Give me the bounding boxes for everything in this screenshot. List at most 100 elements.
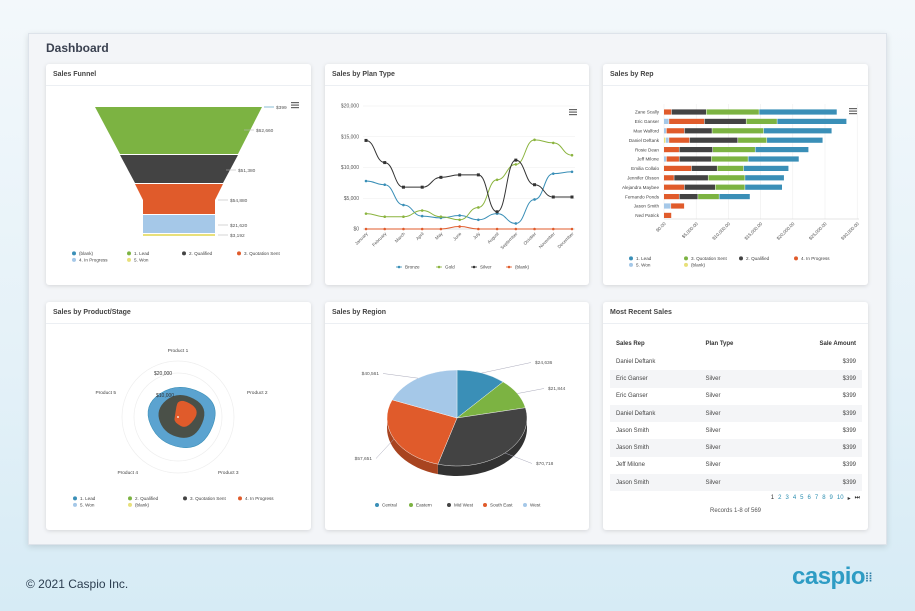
data-label: $24,636: [535, 360, 553, 366]
funnel-segment: [143, 215, 215, 233]
x-tick-label: January: [354, 231, 369, 246]
data-point: [477, 218, 480, 222]
legend-item: 5. Won: [134, 258, 149, 263]
page-title: Dashboard: [46, 41, 109, 55]
legend-marker: [684, 262, 688, 267]
bar-segment: [679, 147, 713, 153]
card-title: Sales by Region: [325, 302, 589, 324]
bar-segment: [698, 194, 719, 200]
legend-marker: [183, 496, 187, 501]
page-link[interactable]: 7: [814, 495, 819, 501]
last-page-icon[interactable]: ⏭: [854, 495, 860, 501]
y-tick-label: Fernando Ponds: [625, 194, 660, 199]
legend-marker: [629, 262, 633, 267]
bar-segment: [755, 147, 809, 153]
data-point: [514, 227, 518, 231]
page-link[interactable]: 1: [770, 495, 775, 501]
table-row[interactable]: Eric Ganser Silver $399: [610, 370, 862, 388]
legend-item: (blank): [135, 503, 150, 508]
bar-segment: [715, 184, 745, 190]
page-link[interactable]: 4: [792, 495, 797, 501]
page-link[interactable]: 5: [800, 495, 804, 501]
bar-segment: [719, 194, 750, 200]
legend-marker: [238, 496, 242, 501]
table-row[interactable]: Eric Ganser Silver $399: [610, 388, 862, 405]
x-tick-label: November: [538, 231, 557, 250]
y-tick-label: $20,000: [341, 104, 359, 110]
data-label: $57,651: [355, 456, 373, 462]
table-row[interactable]: Daniel Deftank $399: [610, 353, 862, 370]
data-point: [570, 195, 574, 199]
data-point: [533, 183, 537, 187]
column-header[interactable]: Plan Type: [705, 340, 734, 347]
data-point: [570, 227, 574, 231]
data-point: [570, 170, 574, 174]
y-tick-label: Rosie Dean: [635, 147, 659, 152]
column-header[interactable]: Sales Rep: [616, 340, 645, 347]
y-tick-label: Alejandra Maybee: [622, 185, 659, 190]
bar-segment: [664, 212, 672, 218]
funnel-segment: [135, 184, 223, 214]
bar-segment: [664, 165, 692, 171]
pagination: 1 2 3 4 5 6 7 8 9 10 ▸ ⏭: [771, 495, 860, 502]
x-tick-label: December: [556, 231, 575, 250]
data-label: $3,192: [230, 233, 245, 239]
bar-segment: [674, 175, 708, 181]
page-link[interactable]: 3: [785, 495, 789, 501]
legend-marker: [409, 503, 413, 507]
table-row[interactable]: Jason Smith Silver $399: [610, 439, 862, 457]
cell-sale-amount: $399: [766, 439, 862, 457]
data-point: [383, 215, 387, 218]
cell-sales-rep: Jason Smith: [616, 427, 650, 434]
bar-segment: [743, 165, 789, 171]
y-tick-label: Eric Ganser: [635, 119, 660, 124]
legend-item: 1. Lead: [80, 496, 96, 501]
page-link[interactable]: 2: [778, 495, 782, 501]
x-tick-label: September: [499, 231, 518, 250]
menu-icon[interactable]: [849, 108, 857, 115]
page-link[interactable]: 6: [807, 495, 811, 501]
bar-segment: [712, 147, 755, 153]
table-row[interactable]: Jeff Milone Silver $399: [610, 457, 862, 474]
column-header[interactable]: Sale Amount: [819, 340, 856, 347]
menu-icon[interactable]: [291, 102, 299, 109]
y-tick-label: Zane Scally: [635, 110, 660, 115]
table-row[interactable]: Jason Smith Silver $399: [610, 422, 862, 439]
data-point: [514, 158, 518, 162]
cell-plan-type: Silver: [705, 393, 721, 400]
legend-marker: [397, 265, 401, 269]
data-point: [458, 173, 462, 177]
bar-segment: [763, 128, 832, 134]
card-title: Most Recent Sales: [603, 302, 868, 324]
pie-side: [437, 418, 527, 476]
radar-ring: [133, 372, 223, 462]
x-tick-label: October: [522, 231, 537, 246]
radar-chart: $20,000 $10,000 Product 1 Product 2 Product …: [73, 348, 274, 508]
cell-sales-rep: Jason Smith: [610, 439, 700, 457]
legend-marker: [447, 503, 451, 507]
label-connector: [375, 438, 395, 459]
recent-sales-table: Sales Rep Plan Type Sale Amount Daniel D…: [610, 334, 862, 492]
data-point: [420, 214, 424, 218]
bar-segment: [679, 156, 712, 162]
cell-sale-amount: $399: [842, 427, 856, 434]
page-link[interactable]: 10: [836, 495, 844, 501]
legend-marker: [73, 496, 77, 501]
table-row[interactable]: Daniel Deftank Silver $399: [610, 404, 862, 423]
y-tick-label: $0: [353, 227, 359, 233]
bar-chart: $0.00 $5,000.00 $10,000.00 $15,000.00 $20,00…: [622, 104, 860, 268]
bar-segment: [706, 109, 759, 115]
y-tick-label: Emilia Collalo: [631, 166, 659, 171]
funnel-segment: [95, 107, 262, 154]
next-page-icon[interactable]: ▸: [847, 496, 851, 502]
menu-icon[interactable]: [569, 109, 577, 116]
table-row[interactable]: Jason Smith Silver $399: [610, 474, 862, 492]
x-tick-label: $0.00: [655, 221, 667, 233]
page-link[interactable]: 8: [822, 495, 826, 501]
label-connector: [382, 373, 418, 379]
page-link[interactable]: 9: [829, 495, 833, 501]
legend-marker: [437, 265, 441, 269]
axis-label: Product 1: [168, 348, 189, 354]
data-label: $399: [276, 105, 287, 111]
bar-segment: [708, 175, 745, 181]
